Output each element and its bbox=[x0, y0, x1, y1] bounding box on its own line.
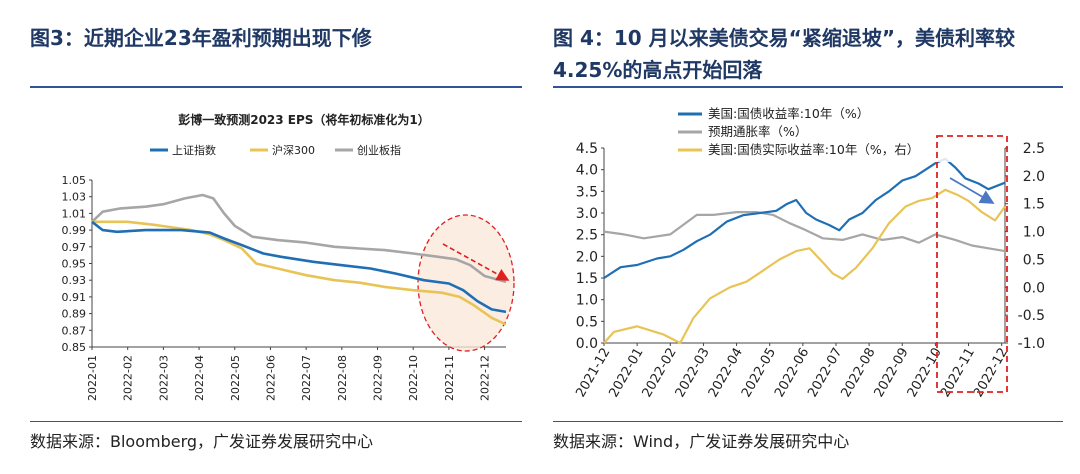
left-highlight-ellipse bbox=[417, 214, 515, 352]
right-y-right-tick-label: -0.5 bbox=[1018, 308, 1045, 324]
left-source-rule bbox=[30, 421, 522, 422]
left-x-tick-label: 2022-10 bbox=[407, 355, 420, 401]
right-y-left-tick-label: 3.0 bbox=[576, 206, 598, 222]
left-highlight-arrow bbox=[442, 243, 510, 281]
left-x-tick-label: 2022-08 bbox=[336, 355, 349, 401]
right-y-left-tick-label: 2.0 bbox=[576, 249, 598, 265]
left-y-tick-label: 1.05 bbox=[62, 174, 87, 187]
left-y-tick-label: 0.87 bbox=[62, 324, 87, 337]
left-y-tick-label: 0.97 bbox=[62, 241, 87, 254]
left-y-tick-label: 1.01 bbox=[62, 207, 87, 220]
left-x-tick-label: 2022-02 bbox=[122, 355, 135, 401]
left-chart-title: 彭博一致预测2023 EPS（将年初标准化为1） bbox=[178, 112, 430, 127]
left-y-tick-label: 0.93 bbox=[62, 274, 87, 287]
right-y-right-tick-label: 1.5 bbox=[1023, 197, 1045, 213]
left-y-tick-label: 0.89 bbox=[62, 308, 87, 321]
right-y-left-tick-label: 0.5 bbox=[576, 314, 598, 330]
left-x-tick-label: 2022-11 bbox=[443, 355, 456, 401]
right-heading-rule bbox=[553, 86, 1063, 88]
left-legend-label: 上证指数 bbox=[172, 143, 216, 157]
right-y-right-tick-label: -1.0 bbox=[1018, 336, 1045, 352]
left-y-tick-label: 0.91 bbox=[62, 291, 87, 304]
right-y-right-tick-label: 2.5 bbox=[1023, 141, 1045, 157]
right-y-right-tick-label: 0.0 bbox=[1023, 280, 1045, 296]
left-chart-source: 数据来源：Bloomberg，广发证券发展研究中心 bbox=[30, 432, 374, 451]
left-series-line-1 bbox=[92, 220, 507, 326]
right-legend-label: 美国:国债实际收益率:10年（%，右） bbox=[708, 142, 919, 157]
right-y-left-tick-label: 4.0 bbox=[576, 163, 598, 179]
left-chart-heading: 图3：近期企业23年盈利预期出现下修 bbox=[30, 26, 372, 50]
left-series-line-0 bbox=[91, 220, 507, 314]
left-x-tick-label: 2022-01 bbox=[86, 355, 99, 401]
right-y-left-tick-label: 3.5 bbox=[576, 184, 598, 200]
right-chart-heading: 图 4：10 月以来美债交易“紧缩退坡”，美债利率较4.25%的高点开始回落 bbox=[553, 26, 1015, 82]
right-chart-source: 数据来源：Wind，广发证券发展研究中心 bbox=[553, 432, 850, 451]
right-y-left-tick-label: 1.5 bbox=[576, 271, 598, 287]
right-y-right-tick-label: 0.5 bbox=[1023, 252, 1045, 268]
right-series-line-0 bbox=[603, 157, 1006, 279]
right-legend-label: 预期通胀率（%） bbox=[708, 124, 807, 139]
left-x-tick-label: 2022-12 bbox=[479, 355, 492, 401]
left-legend-label: 创业板指 bbox=[357, 143, 401, 157]
right-series-line-2 bbox=[603, 188, 1006, 345]
right-y-left-tick-label: 1.0 bbox=[576, 293, 598, 309]
left-x-tick-label: 2022-06 bbox=[264, 355, 277, 401]
right-source-rule bbox=[553, 421, 1063, 422]
left-x-tick-label: 2022-07 bbox=[300, 355, 313, 401]
right-y-right-tick-label: 2.0 bbox=[1023, 169, 1045, 185]
left-x-tick-label: 2022-09 bbox=[372, 355, 385, 401]
left-y-tick-label: 0.95 bbox=[62, 258, 87, 271]
left-heading-rule bbox=[30, 86, 522, 88]
right-series-line-1 bbox=[603, 211, 1006, 253]
left-series-line-2 bbox=[91, 193, 507, 284]
right-highlight-arrow bbox=[949, 177, 995, 204]
left-y-tick-label: 0.85 bbox=[62, 341, 87, 354]
right-y-left-tick-label: 2.5 bbox=[576, 228, 598, 244]
right-legend-label: 美国:国债收益率:10年（%） bbox=[708, 106, 869, 121]
left-y-tick-label: 0.99 bbox=[62, 224, 87, 237]
right-highlight-box bbox=[936, 135, 1008, 393]
left-y-tick-label: 1.03 bbox=[62, 191, 87, 204]
right-y-left-tick-label: 0.0 bbox=[576, 336, 598, 352]
left-legend-label: 沪深300 bbox=[272, 143, 315, 157]
right-legend-bg bbox=[674, 104, 974, 162]
left-x-tick-label: 2022-03 bbox=[157, 355, 170, 401]
right-y-right-tick-label: 1.0 bbox=[1023, 225, 1045, 241]
left-x-tick-label: 2022-04 bbox=[193, 355, 206, 401]
right-y-left-tick-label: 4.5 bbox=[576, 141, 598, 157]
left-x-tick-label: 2022-05 bbox=[229, 355, 242, 401]
